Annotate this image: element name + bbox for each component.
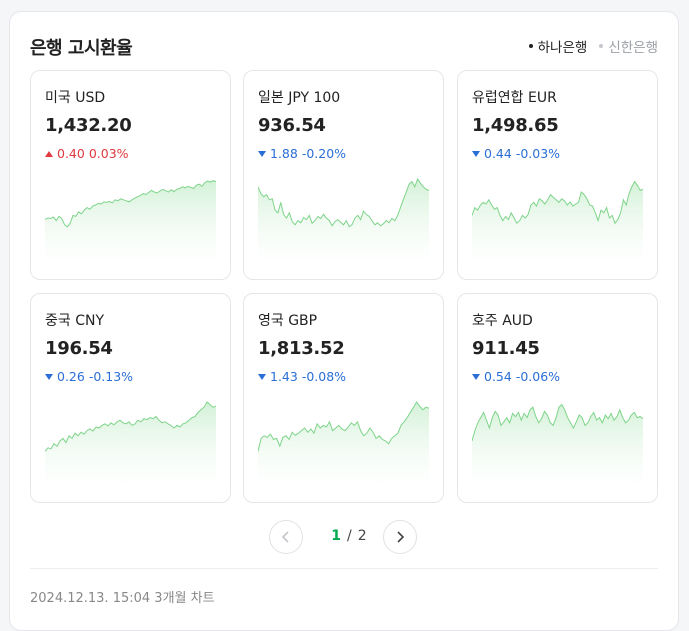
change-percent: -0.13% — [88, 369, 134, 384]
total-pages: 2 — [357, 528, 367, 544]
currency-name: 일본 JPY 100 — [258, 90, 341, 106]
prev-page-button[interactable] — [269, 520, 303, 554]
sparkline-chart — [258, 401, 430, 489]
trend-arrow-icon — [472, 373, 480, 380]
trend-arrow-icon — [258, 373, 266, 380]
sparkline-area — [258, 179, 429, 266]
change-amount: 1.43 — [270, 369, 298, 384]
change-amount: 0.26 — [57, 369, 85, 384]
sparkline-chart — [258, 177, 430, 266]
currency-name: 유럽연합 EUR — [472, 90, 557, 106]
change-amount: 0.40 — [57, 146, 85, 161]
currency-change: 1.43 -0.08% — [258, 369, 346, 384]
sparkline-area — [258, 402, 429, 489]
currency-rate: 911.45 — [472, 338, 540, 359]
sparkline-area — [472, 404, 643, 489]
currency-tile-cny[interactable]: 중국 CNY 196.54 0.26 -0.13% — [30, 293, 231, 503]
currency-tile-usd[interactable]: 미국 USD 1,432.20 0.40 0.03% — [30, 70, 231, 280]
change-amount: 0.44 — [484, 146, 512, 161]
trend-arrow-icon — [258, 150, 266, 157]
card-title: 은행 고시환율 — [30, 38, 133, 59]
update-timestamp: 2024.12.13. 15:04 3개월 차트 — [30, 591, 215, 606]
currency-name: 중국 CNY — [45, 313, 105, 329]
bullet-icon — [528, 44, 533, 48]
current-page: 1 — [331, 528, 342, 544]
change-percent: -0.03% — [515, 146, 561, 161]
currency-change: 1.88 -0.20% — [258, 146, 346, 161]
currency-tile-gbp[interactable]: 영국 GBP 1,813.52 1.43 -0.08% — [243, 293, 444, 503]
sparkline-area — [45, 402, 216, 489]
sparkline-line — [258, 401, 430, 452]
currency-tile-jpy[interactable]: 일본 JPY 100 936.54 1.88 -0.20% — [243, 70, 444, 280]
sparkline-area — [472, 181, 643, 266]
divider — [30, 568, 658, 569]
sparkline-chart — [472, 403, 644, 489]
bank-selector: 하나은행 신한은행 — [528, 36, 658, 56]
pagination: 1 / 2 — [10, 520, 678, 556]
chevron-right-icon — [397, 531, 405, 543]
change-percent: -0.08% — [301, 369, 347, 384]
currency-name: 미국 USD — [45, 90, 106, 106]
currency-rate: 1,498.65 — [472, 115, 559, 136]
currency-rate: 1,813.52 — [258, 338, 345, 359]
sparkline-area — [45, 180, 216, 266]
change-percent: 0.03% — [88, 146, 129, 161]
currency-change: 0.54 -0.06% — [472, 369, 560, 384]
currency-change: 0.26 -0.13% — [45, 369, 133, 384]
trend-arrow-icon — [45, 150, 53, 157]
currency-name: 영국 GBP — [258, 313, 318, 329]
sparkline-chart — [472, 180, 644, 266]
change-amount: 1.88 — [270, 146, 298, 161]
sparkline-line — [472, 403, 644, 442]
page-indicator: 1 / 2 — [318, 528, 380, 544]
change-percent: -0.06% — [515, 369, 561, 384]
trend-arrow-icon — [472, 150, 480, 157]
bank-tab-label: 신한은행 — [608, 40, 658, 56]
sparkline-chart — [45, 180, 217, 266]
sparkline-line — [45, 401, 217, 452]
currency-rate: 1,432.20 — [45, 115, 132, 136]
currency-rate: 196.54 — [45, 338, 113, 359]
change-amount: 0.54 — [484, 369, 512, 384]
page-separator: / — [347, 528, 352, 544]
bullet-icon — [599, 44, 604, 48]
currency-rate: 936.54 — [258, 115, 326, 136]
sparkline-line — [45, 180, 217, 228]
chevron-left-icon — [281, 531, 289, 543]
bank-tab-label: 하나은행 — [537, 40, 588, 56]
bank-tab-hana[interactable]: 하나은행 — [528, 36, 588, 56]
sparkline-line — [472, 180, 644, 225]
bank-tab-shinhan[interactable]: 신한은행 — [599, 36, 658, 56]
currency-tile-aud[interactable]: 호주 AUD 911.45 0.54 -0.06% — [457, 293, 658, 503]
next-page-button[interactable] — [383, 520, 417, 554]
sparkline-chart — [45, 401, 217, 489]
trend-arrow-icon — [45, 373, 53, 380]
currency-grid: 미국 USD 1,432.20 0.40 0.03% 일본 JPY 100 93… — [30, 70, 659, 503]
currency-change: 0.44 -0.03% — [472, 146, 560, 161]
sparkline-line — [258, 177, 430, 228]
change-percent: -0.20% — [301, 146, 347, 161]
currency-name: 호주 AUD — [472, 313, 533, 329]
exchange-rate-card: 은행 고시환율 하나은행 신한은행 미국 USD 1,432.20 0.40 0… — [9, 11, 679, 631]
currency-change: 0.40 0.03% — [45, 146, 129, 161]
currency-tile-eur[interactable]: 유럽연합 EUR 1,498.65 0.44 -0.03% — [457, 70, 658, 280]
